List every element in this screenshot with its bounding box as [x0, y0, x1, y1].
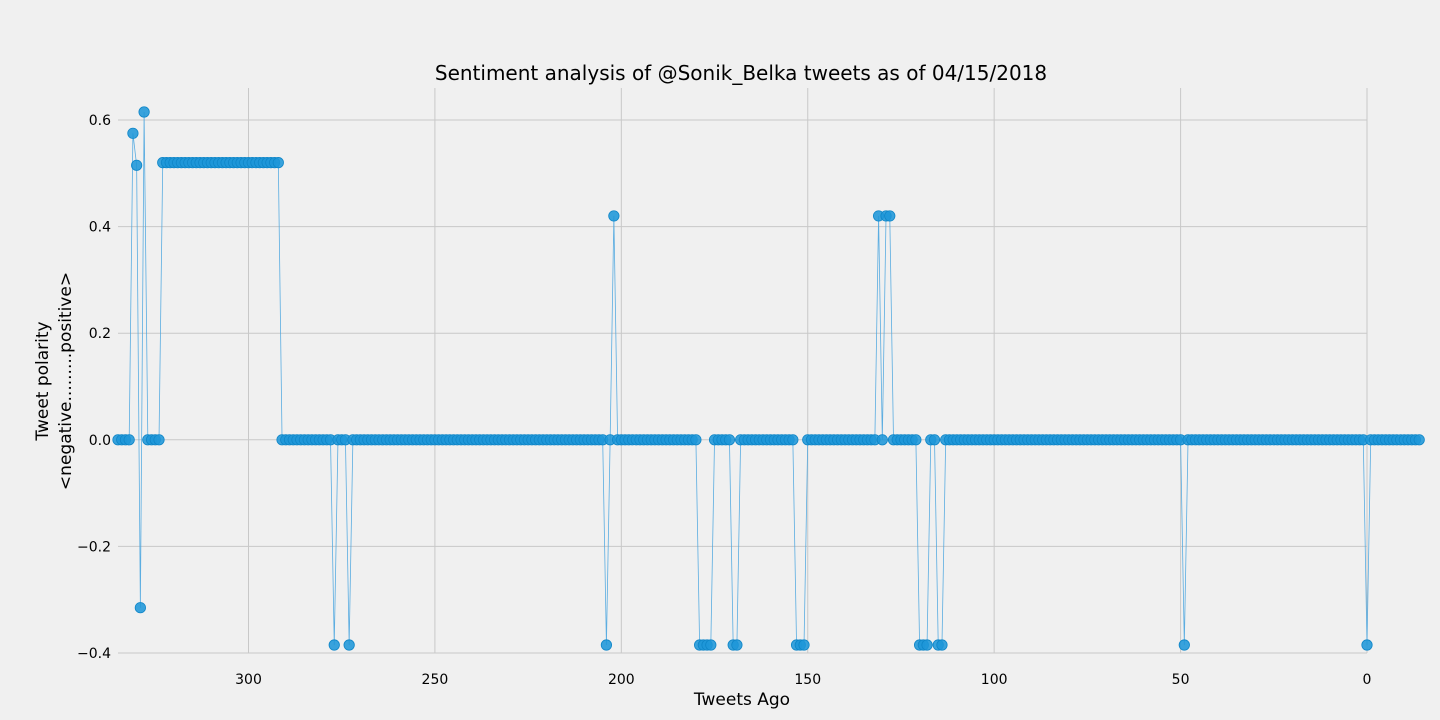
data-point — [690, 434, 702, 446]
chart-title: Sentiment analysis of @Sonik_Belka tweet… — [435, 61, 1047, 85]
data-point — [1413, 434, 1425, 446]
x-tick-label: 50 — [1172, 672, 1190, 688]
data-point — [608, 210, 620, 222]
x-tick-label: 0 — [1363, 672, 1372, 688]
x-tick-label: 100 — [981, 672, 1008, 688]
x-tick-label: 250 — [422, 672, 449, 688]
y-tick-label: 0.6 — [89, 113, 111, 129]
data-point — [876, 434, 888, 446]
x-tick-label: 150 — [794, 672, 821, 688]
data-point — [921, 639, 933, 651]
y-axis-label-line-2: <negative.........positive> — [56, 272, 76, 490]
data-point — [272, 157, 284, 169]
data-point — [928, 434, 941, 446]
data-point — [153, 434, 165, 446]
data-point — [787, 434, 799, 446]
data-point — [884, 210, 896, 222]
data-point — [131, 159, 143, 171]
data-point — [936, 639, 948, 651]
x-tick-label: 200 — [608, 672, 635, 688]
y-tick-label: −0.4 — [77, 646, 111, 662]
x-tick-label: 300 — [235, 672, 262, 688]
chart-plot — [112, 106, 1425, 651]
data-point — [723, 434, 736, 446]
data-point — [1361, 639, 1373, 651]
data-point — [705, 639, 717, 651]
data-point — [798, 639, 810, 651]
data-point — [600, 639, 613, 651]
data-point — [731, 639, 743, 651]
y-tick-label: −0.2 — [77, 539, 111, 555]
data-point — [1178, 639, 1190, 651]
data-point — [123, 434, 135, 446]
data-point — [343, 639, 355, 651]
data-point — [910, 434, 922, 446]
y-tick-label: 0.2 — [89, 326, 111, 342]
data-point — [328, 639, 340, 651]
y-tick-label: 0.0 — [89, 433, 111, 449]
y-tick-label: 0.4 — [89, 220, 111, 236]
data-point — [134, 602, 146, 614]
chart-ticks: 300 250 200 150 100 50 0 −0.4 −0.2 0.0 0.2 0.4 0.6 — [77, 113, 1371, 688]
y-axis-label-line-1: Tweet polarity — [33, 321, 53, 441]
data-point — [127, 127, 139, 139]
x-axis-label: Tweets Ago — [693, 690, 790, 710]
data-point — [138, 106, 150, 118]
